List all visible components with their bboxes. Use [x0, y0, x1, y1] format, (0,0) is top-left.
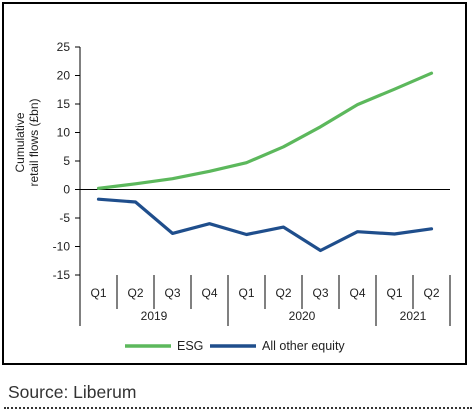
x-tick-label: Q2 [127, 286, 143, 300]
x-tick-label: Q3 [164, 286, 180, 300]
source-caption: Source: Liberum [8, 382, 137, 402]
data-point [208, 222, 211, 225]
series-line-2 [96, 197, 434, 253]
y-tick-label: 5 [63, 154, 70, 168]
data-point [97, 197, 100, 201]
legend-label: ESG [177, 339, 203, 353]
x-tick-label: Q2 [423, 286, 439, 300]
x-group-label: 2021 [400, 309, 427, 323]
y-tick-label: -5 [59, 211, 70, 225]
data-point [245, 233, 248, 236]
series-line-1 [96, 71, 434, 190]
data-point [430, 227, 433, 231]
data-point [245, 161, 248, 164]
x-tick-label: Q1 [90, 286, 106, 300]
y-tick-label: 25 [57, 40, 71, 54]
legend-label: All other equity [262, 339, 345, 353]
data-point [282, 145, 285, 148]
data-point [393, 232, 396, 236]
y-tick-label: 20 [57, 69, 71, 83]
data-point [208, 170, 211, 173]
y-axis-title-line-2: retail flows (£bn) [27, 98, 41, 186]
data-point [356, 230, 359, 233]
y-tick-label: 10 [57, 126, 71, 140]
x-tick-label: Q4 [201, 286, 217, 300]
data-point [282, 225, 285, 229]
source-divider [4, 407, 472, 409]
y-tick-label: -10 [53, 240, 71, 254]
x-tick-label: Q1 [238, 286, 254, 300]
chart-svg: 25 20 15 10 5 0 -5 -10 -15 Cumulative retail flows… [13, 40, 451, 353]
data-point [97, 187, 100, 190]
data-point [393, 87, 396, 91]
data-point [430, 72, 433, 75]
y-tick-label: 15 [57, 97, 71, 111]
x-tick-label: Q3 [312, 286, 328, 300]
x-group-label: 2019 [141, 309, 168, 323]
y-axis-title-line-1: Cumulative [13, 112, 27, 172]
data-point [319, 249, 322, 252]
x-tick-label: Q1 [386, 286, 402, 300]
y-tick-label: -15 [53, 268, 71, 282]
data-point [356, 103, 359, 106]
x-tick-label: Q2 [275, 286, 291, 300]
data-point [319, 125, 322, 128]
y-tick-label: 0 [63, 183, 70, 197]
data-point [134, 200, 137, 204]
data-point [171, 232, 174, 235]
x-tick-label: Q4 [349, 286, 365, 300]
x-group-label: 2020 [289, 309, 316, 323]
data-point [134, 182, 137, 185]
data-point [171, 177, 174, 180]
chart-frame: 25 20 15 10 5 0 -5 -10 -15 Cumulative retail flows… [2, 2, 467, 365]
